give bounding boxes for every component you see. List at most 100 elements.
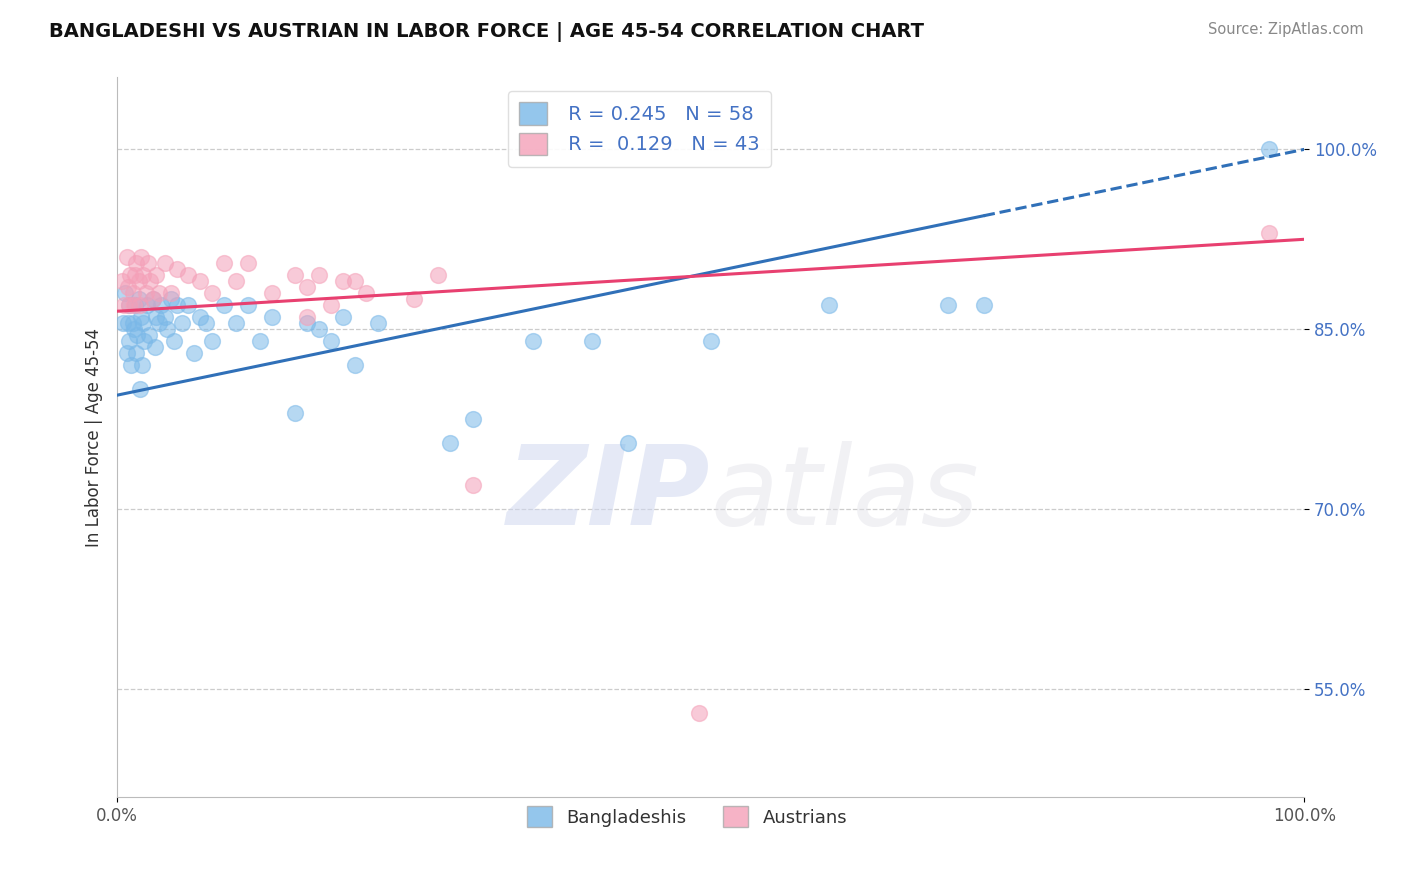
Point bbox=[426, 268, 449, 283]
Point bbox=[177, 298, 200, 312]
Point bbox=[117, 316, 139, 330]
Point bbox=[295, 316, 318, 330]
Point bbox=[201, 334, 224, 349]
Point bbox=[143, 340, 166, 354]
Point bbox=[688, 706, 710, 720]
Point bbox=[212, 298, 235, 312]
Point bbox=[260, 310, 283, 325]
Point bbox=[131, 358, 153, 372]
Point bbox=[616, 436, 638, 450]
Point bbox=[112, 316, 135, 330]
Point bbox=[118, 298, 141, 312]
Point bbox=[148, 316, 170, 330]
Point bbox=[120, 358, 142, 372]
Point bbox=[195, 316, 218, 330]
Point bbox=[112, 298, 135, 312]
Point bbox=[134, 334, 156, 349]
Point bbox=[159, 286, 181, 301]
Point bbox=[145, 310, 167, 325]
Y-axis label: In Labor Force | Age 45-54: In Labor Force | Age 45-54 bbox=[86, 327, 103, 547]
Point bbox=[1257, 227, 1279, 241]
Point bbox=[284, 268, 307, 283]
Point bbox=[439, 436, 461, 450]
Point bbox=[150, 298, 173, 312]
Point bbox=[177, 268, 200, 283]
Point bbox=[166, 298, 188, 312]
Point bbox=[111, 274, 134, 288]
Point bbox=[818, 298, 841, 312]
Point bbox=[118, 298, 141, 312]
Point bbox=[699, 334, 721, 349]
Point bbox=[122, 298, 145, 312]
Text: atlas: atlas bbox=[710, 442, 980, 549]
Point bbox=[188, 274, 211, 288]
Point bbox=[128, 382, 150, 396]
Point bbox=[356, 286, 378, 301]
Point bbox=[138, 328, 160, 343]
Point bbox=[124, 268, 146, 283]
Point bbox=[121, 316, 143, 330]
Point bbox=[129, 310, 152, 325]
Legend: Bangladeshis, Austrians: Bangladeshis, Austrians bbox=[520, 799, 855, 835]
Point bbox=[128, 298, 150, 312]
Point bbox=[225, 316, 247, 330]
Point bbox=[343, 274, 366, 288]
Point bbox=[122, 322, 145, 336]
Point bbox=[115, 346, 138, 360]
Point bbox=[136, 256, 159, 270]
Point bbox=[142, 292, 165, 306]
Point bbox=[117, 280, 139, 294]
Point bbox=[145, 268, 167, 283]
Text: ZIP: ZIP bbox=[508, 442, 710, 549]
Point bbox=[402, 292, 425, 306]
Point bbox=[295, 310, 318, 325]
Point bbox=[125, 346, 148, 360]
Point bbox=[127, 328, 149, 343]
Point bbox=[236, 256, 259, 270]
Point bbox=[332, 310, 354, 325]
Point bbox=[308, 322, 330, 336]
Point bbox=[936, 298, 959, 312]
Point bbox=[188, 310, 211, 325]
Point bbox=[118, 334, 141, 349]
Point bbox=[142, 292, 165, 306]
Point bbox=[260, 286, 283, 301]
Text: Source: ZipAtlas.com: Source: ZipAtlas.com bbox=[1208, 22, 1364, 37]
Point bbox=[124, 298, 146, 312]
Point bbox=[139, 274, 162, 288]
Point bbox=[153, 256, 176, 270]
Point bbox=[343, 358, 366, 372]
Point bbox=[120, 268, 142, 283]
Point bbox=[183, 346, 205, 360]
Point bbox=[295, 280, 318, 294]
Point bbox=[463, 478, 485, 492]
Point bbox=[463, 412, 485, 426]
Point bbox=[225, 274, 247, 288]
Point bbox=[125, 256, 148, 270]
Text: BANGLADESHI VS AUSTRIAN IN LABOR FORCE | AGE 45-54 CORRELATION CHART: BANGLADESHI VS AUSTRIAN IN LABOR FORCE |… bbox=[49, 22, 924, 42]
Point bbox=[319, 334, 342, 349]
Point bbox=[166, 262, 188, 277]
Point bbox=[128, 274, 150, 288]
Point bbox=[163, 334, 186, 349]
Point bbox=[128, 292, 150, 306]
Point bbox=[172, 316, 194, 330]
Point bbox=[129, 250, 152, 264]
Point bbox=[132, 316, 155, 330]
Point bbox=[114, 286, 136, 301]
Point bbox=[132, 268, 155, 283]
Point bbox=[135, 286, 157, 301]
Point bbox=[135, 298, 157, 312]
Point bbox=[249, 334, 271, 349]
Point bbox=[319, 298, 342, 312]
Point bbox=[522, 334, 544, 349]
Point bbox=[1257, 142, 1279, 156]
Point bbox=[367, 316, 389, 330]
Point bbox=[153, 310, 176, 325]
Point bbox=[156, 322, 179, 336]
Point bbox=[973, 298, 995, 312]
Point bbox=[148, 286, 170, 301]
Point bbox=[212, 256, 235, 270]
Point bbox=[201, 286, 224, 301]
Point bbox=[115, 250, 138, 264]
